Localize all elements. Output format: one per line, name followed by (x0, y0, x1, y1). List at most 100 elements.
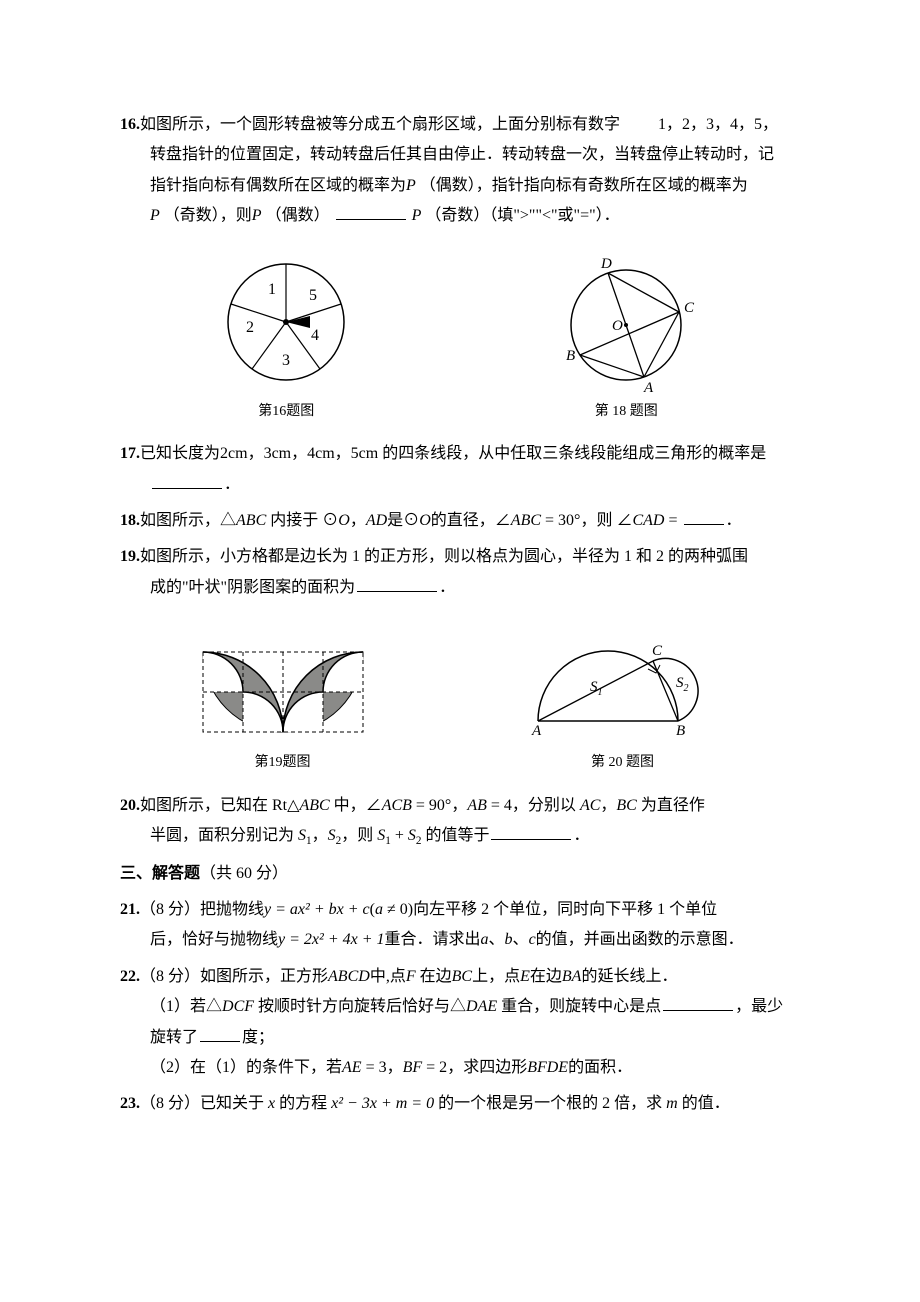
sec3-head: 三、解答题 (120, 865, 200, 882)
q18-eq30: = 30° (541, 512, 580, 529)
q20-l2c: 的值等于 (421, 827, 489, 844)
q21-sep1: 、 (489, 931, 505, 948)
question-22: 22.（8 分）如图所示，正方形ABCD中,点F 在边BC上，点E在边BA的延长… (120, 962, 800, 1084)
pt-D: D (600, 256, 612, 272)
q20-l2b: ，则 (341, 827, 377, 844)
lbl-S2: S2 (676, 675, 689, 694)
q18-eq: = (664, 512, 681, 529)
q22-ta: 如图所示，正方形 (200, 968, 328, 985)
q19-text: 如图所示，小方格都是边长为 1 的正方形，则以格点为圆心，半径为 1 和 2 的… (140, 548, 748, 565)
q16-line3b: （偶数），指针指向标有奇数所在区域的概率为 (420, 177, 748, 194)
q21-l2b: 重合．请求出 (385, 931, 481, 948)
q22-F: F (406, 968, 416, 985)
q19-text2: 成的"叶状"阴影图案的面积为 (150, 579, 355, 596)
question-21: 21.（8 分）把抛物线y = ax² + bx + c(a ≠ 0)向左平移 … (120, 895, 800, 956)
q23-td: 的值． (678, 1095, 730, 1112)
q22-p1: （1）若△DCF 按顺时针方向旋转后恰好与△DAE 重合，则旋转中心是点，最少 (120, 992, 800, 1022)
q21-neq0: ≠ 0) (383, 901, 413, 918)
q18-AD: AD (366, 512, 387, 529)
q18-number: 18. (120, 512, 140, 529)
q22-number: 22. (120, 968, 140, 985)
q22-p1a: （1）若△ (150, 998, 222, 1015)
q16-number: 16. (120, 116, 140, 133)
q16-line4b: （偶数） (266, 207, 330, 224)
figure-16-caption: 第16题图 (258, 399, 314, 426)
question-18: 18.如图所示，△ABC 内接于 ⊙O，AD是⊙O的直径，∠ABC = 30°，… (120, 506, 800, 536)
q22-BA: BA (562, 968, 582, 985)
q20-AB: AB (467, 797, 487, 814)
q18-O2: O (419, 512, 431, 529)
q20-blank (491, 823, 571, 840)
q20-plus: + (391, 827, 408, 844)
leaf-svg (193, 646, 373, 746)
q20-eq4: = 4 (487, 797, 512, 814)
lbl-S1: S1 (590, 679, 603, 698)
q22-BFDE: BFDE (527, 1059, 568, 1076)
q21-ta: 把抛物线 (200, 901, 264, 918)
page: 16.如图所示，一个圆形转盘被等分成五个扇形区域，上面分别标有数字 1，2，3，… (0, 0, 920, 1302)
q22-tc: 在边 (416, 968, 452, 985)
q22-ABCD: ABCD (328, 968, 370, 985)
q22-p2a: （2）在（1）的条件下，若 (150, 1059, 342, 1076)
q20-c2: ， (600, 797, 616, 814)
q22-pts: （8 分） (140, 968, 200, 985)
q20-S1: S (298, 827, 306, 844)
q23-tb: 的方程 (275, 1095, 331, 1112)
q22-p2c: 的面积． (568, 1059, 632, 1076)
q22-E: E (520, 968, 530, 985)
q18-text-a: 如图所示，△ (140, 512, 236, 529)
q19-blank (357, 575, 437, 592)
q17-lens: 2cm，3cm，4cm，5cm (220, 445, 378, 462)
q22-p1l2b: 度； (242, 1029, 274, 1046)
q20-tc: ，分别以 (512, 797, 580, 814)
q16-line3a: 指针指向标有偶数所在区域的概率为 (150, 177, 406, 194)
q21-eq1: y = ax² + bx + c (264, 901, 370, 918)
q21-l2c: 的值，并画出函数的示意图． (536, 931, 744, 948)
figure-row-19-20: 第19题图 A B C S1 S2 第 20 题图 (120, 621, 800, 777)
q20-td: 为直径作 (637, 797, 705, 814)
spinner-label-4: 4 (311, 327, 319, 344)
q19-period: ． (439, 579, 455, 596)
spinner-label-2: 2 (246, 319, 254, 336)
q16-line4c: （奇数）（填">""<"或"="）． (425, 207, 619, 224)
q21-number: 21. (120, 901, 140, 918)
q22-AE: AE (342, 1059, 362, 1076)
sec3-pts: （共 60 分） (200, 865, 288, 882)
pt-O: O (612, 318, 623, 334)
pt-C: C (684, 300, 695, 316)
spinner-label-5: 5 (309, 287, 317, 304)
q18-CAD: CAD (632, 512, 664, 529)
question-20: 20.如图所示，已知在 Rt△ABC 中，∠ACB = 90°，AB = 4，分… (120, 791, 800, 853)
q22-tb: 中,点 (370, 968, 406, 985)
figure-19: 第19题图 (193, 646, 373, 777)
q23-ta: 已知关于 (200, 1095, 268, 1112)
pt-C20: C (652, 643, 663, 659)
q18-text-b: 内接于 (266, 512, 322, 529)
q16-text-1a: 如图所示，一个圆形转盘被等分成五个扇形区域，上面分别标有数字 (140, 116, 620, 133)
q21-tb: 向左平移 2 个单位，同时向下平移 1 个单位 (413, 901, 717, 918)
q20-ta: 如图所示，已知在 Rt△ (140, 797, 299, 814)
q20-period: ． (573, 827, 589, 844)
q21-abcb: b (505, 931, 513, 948)
q21-sep2: 、 (513, 931, 529, 948)
q18-isdiam: 是 (387, 512, 403, 529)
q20-tb: 中， (330, 797, 366, 814)
figure-19-caption: 第19题图 (255, 750, 311, 777)
q23-number: 23. (120, 1095, 140, 1112)
pt-A: A (643, 380, 654, 395)
q21-abca: a (481, 931, 489, 948)
q21-pts: （8 分） (140, 901, 200, 918)
q21-line2: 后，恰好与抛物线y = 2x² + 4x + 1重合．请求出a、b、c的值，并画… (120, 925, 800, 955)
q22-BF: BF (403, 1059, 423, 1076)
q18-ABCt: ABC (511, 512, 541, 529)
q16-line4a: （奇数），则 (164, 207, 252, 224)
q22-p2: （2）在（1）的条件下，若AE = 3，BF = 2，求四边形BFDE的面积． (120, 1053, 800, 1083)
q16-line4: P （奇数），则P （偶数） P （奇数）（填">""<"或"="）． (120, 201, 800, 231)
q20-ang: ∠ (366, 797, 382, 814)
q20-c3: ， (312, 827, 328, 844)
q20-eq90: = 90° (412, 797, 451, 814)
q20-BC: BC (616, 797, 636, 814)
q20-ACB: ACB (382, 797, 412, 814)
q17-blank-row: ． (120, 470, 800, 500)
q22-p1-line2: 旋转了度； (120, 1023, 800, 1053)
